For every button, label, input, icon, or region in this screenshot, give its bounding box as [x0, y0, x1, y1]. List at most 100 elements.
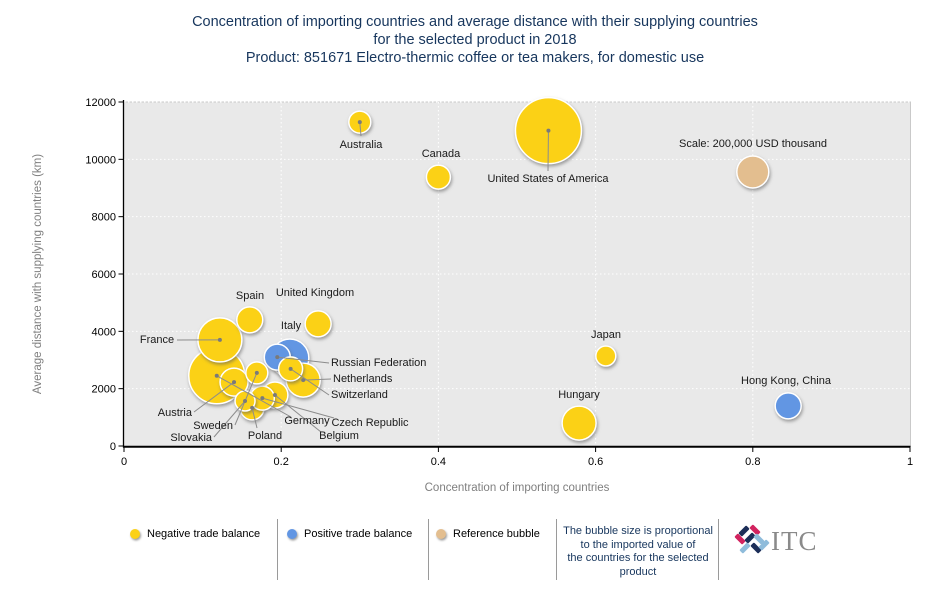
bubble-label-spain: Spain: [236, 290, 264, 302]
leader-dot-slovakia: [243, 398, 248, 403]
bubble-hong-kong-china[interactable]: [774, 392, 802, 420]
x-tick-label: 0.2: [274, 456, 289, 468]
bubble-united-kingdom[interactable]: [304, 310, 332, 338]
bubble-label-austria: Austria: [158, 407, 193, 419]
bubble-label-italy: Italy: [281, 320, 302, 332]
bubble-label-united-kingdom: United Kingdom: [276, 287, 354, 299]
axes: 0 2000 4000 6000 8000 10000 12000 0 0.2 0.4 0.6 0.8…: [85, 97, 913, 468]
bubble-spain[interactable]: [236, 306, 264, 334]
legend-label: Positive trade balance: [304, 528, 413, 540]
leader-dot-czech-republic: [260, 396, 265, 401]
leader-line-russian-federation: [277, 356, 330, 364]
y-tick-label: 4000: [92, 326, 116, 338]
legend-label: Reference bubble: [453, 528, 540, 540]
itc-logo-text: ITC: [771, 526, 818, 556]
bubble-chart: 0 2000 4000 6000 8000 10000 12000 0 0.2 0.4 0.6 0.8…: [32, 96, 913, 494]
itc-pinwheel-bar: [734, 533, 746, 545]
bubble-label-france: France: [140, 334, 174, 346]
x-tick-label: 0: [121, 456, 127, 468]
note-line-2: to the imported value of: [580, 538, 696, 551]
bubble-label-poland: Poland: [248, 430, 282, 442]
y-axis-title: Average distance with supplying countrie…: [32, 154, 44, 394]
leader-line-australia: [359, 122, 362, 137]
leader-line-switzerland: [290, 368, 330, 396]
bubble-canada[interactable]: [425, 164, 452, 190]
bubble-japan[interactable]: [595, 345, 617, 367]
bubble-label-germany: Germany: [284, 415, 330, 427]
itc-logo-graphic: ITC: [734, 524, 818, 556]
leader-line-slovakia: [213, 400, 246, 438]
bubble-label-hungary: Hungary: [558, 389, 600, 401]
leader-lines: [176, 120, 551, 438]
leader-dot-germany: [214, 373, 219, 378]
bubble-label-netherlands: Netherlands: [333, 373, 393, 385]
leader-dot-sweden: [254, 370, 259, 375]
leader-dot-france: [217, 337, 222, 342]
itc-pinwheel-icon: [734, 524, 770, 554]
legend-item-reference-bubble: Reference bubble: [436, 528, 540, 540]
leader-dot-australia: [357, 120, 362, 125]
y-tick-label: 2000: [92, 384, 116, 396]
bubble-hungary[interactable]: [561, 405, 597, 441]
negative-bubble-icon: [130, 529, 140, 539]
y-tick-label: 6000: [92, 269, 116, 281]
leader-line-czech-republic: [262, 397, 335, 419]
leader-dot-united-states-of-america: [546, 128, 551, 133]
bubble-size-note: The bubble size is proportional to the i…: [558, 525, 718, 579]
legend-separator: [428, 519, 429, 580]
leader-line-belgium: [274, 394, 322, 433]
chart-title: Concentration of importing countries and…: [0, 13, 950, 67]
leader-line-sweden: [234, 372, 258, 426]
leader-dot-austria: [232, 380, 237, 385]
itc-pinwheel-bar: [749, 524, 761, 536]
leader-line-germany: [216, 375, 292, 418]
leader-line-poland: [251, 407, 258, 429]
gridlines: [124, 101, 910, 446]
legend-item-positive-trade-balance: Positive trade balance: [287, 528, 412, 540]
bubble-label-switzerland: Switzerland: [331, 389, 388, 401]
positive-bubble-icon: [287, 529, 297, 539]
x-tick-label: 1: [907, 456, 913, 468]
itc-pinwheel-bar: [738, 525, 750, 537]
leader-dot-switzerland: [288, 366, 293, 371]
note-line-3: the countries for the selected: [567, 552, 709, 564]
bubble-label-japan: Japan: [591, 329, 621, 341]
legend-item-negative-trade-balance: Negative trade balance: [130, 528, 260, 540]
leader-line-austria: [193, 381, 235, 413]
bubble-label-slovakia: Slovakia: [170, 432, 212, 444]
bubble-label-sweden: Sweden: [193, 420, 233, 432]
x-tick-label: 0.8: [745, 456, 760, 468]
itc-pinwheel-bar: [739, 542, 751, 554]
note-line-1: The bubble size is proportional: [563, 525, 713, 537]
leader-line-netherlands: [303, 378, 332, 381]
leader-dot-poland: [250, 405, 255, 410]
chart-title-line-3: Product: 851671 Electro-thermic coffee o…: [245, 50, 705, 66]
y-tick-label: 8000: [92, 212, 116, 224]
itc-pinwheel-bar: [744, 532, 756, 544]
bubble-label-czech-republic: Czech Republic: [331, 417, 409, 429]
x-tick-label: 0.4: [431, 456, 446, 468]
bubble-label-russian-federation: Russian Federation: [331, 357, 426, 369]
note-line-4: product: [619, 565, 657, 578]
itc-pinwheel-bar: [758, 539, 770, 551]
itc-pinwheel-bar: [750, 542, 762, 554]
leader-dot-belgium: [272, 392, 277, 397]
bubble-label-hong-kong-china: Hong Kong, China: [741, 375, 832, 387]
itc-logo: ITC: [731, 519, 821, 570]
bubble-label-belgium: Belgium: [319, 430, 359, 442]
reference-bubble-icon: [436, 529, 446, 539]
y-tick-label: 10000: [85, 154, 116, 166]
itc-pinwheel-bar: [753, 533, 765, 545]
legend-label: Negative trade balance: [147, 528, 261, 540]
chart-title-line-1: Concentration of importing countries and…: [192, 14, 758, 30]
bubble-scale-200-000-usd-thousand[interactable]: [736, 155, 770, 189]
bubble-label-scale-200-000-usd-thousand: Scale: 200,000 USD thousand: [679, 138, 827, 150]
bubble-label-canada: Canada: [422, 148, 461, 160]
x-axis-title: Concentration of importing countries: [425, 482, 610, 494]
legend-separator: [718, 519, 719, 580]
legend-separator: [556, 519, 557, 580]
leader-dot-netherlands: [301, 378, 306, 383]
bubble-labels: Australia Canada United States of America S…: [140, 138, 832, 444]
chart-title-line-2: for the selected product in 2018: [373, 32, 577, 48]
